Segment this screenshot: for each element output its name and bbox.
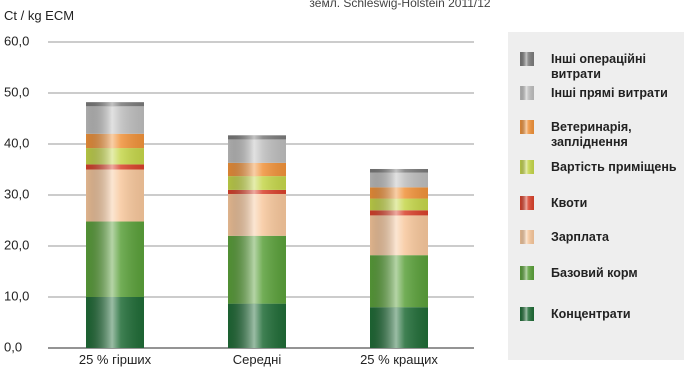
bar-segment-shine xyxy=(228,189,286,194)
category-label: Середні xyxy=(233,352,282,367)
legend-label: Ветеринарія, xyxy=(551,120,632,134)
y-tick-label: 10,0 xyxy=(4,288,29,303)
legend-label: Концентрати xyxy=(551,307,631,321)
chart-subtitle: земл. Schleswig-Holstein 2011/12 xyxy=(309,0,490,10)
bar-segment-shine xyxy=(370,255,428,308)
bar-segment-shine xyxy=(228,176,286,190)
y-tick-label: 50,0 xyxy=(4,84,29,99)
y-tick-labels: 0,0 10,0 20,0 30,0 40,0 50,0 60,0 xyxy=(4,33,29,354)
category-label: 25 % гірших xyxy=(79,352,152,367)
bar-segment-shine xyxy=(370,168,428,173)
bar-segment-shine xyxy=(370,210,428,216)
bar-segment-shine xyxy=(370,172,428,188)
bar-segment-shine xyxy=(86,297,144,348)
legend-swatch-shine xyxy=(520,120,534,134)
bar-segment-shine xyxy=(86,221,144,297)
bar-segment-shine xyxy=(86,148,144,165)
bar-segment-shine xyxy=(370,187,428,199)
bar-segment-shine xyxy=(228,235,286,304)
legend-swatch-shine xyxy=(520,160,534,174)
legend-panel xyxy=(508,32,684,360)
bar-segment-shine xyxy=(86,164,144,170)
bar-segment-shine xyxy=(86,169,144,222)
bar-segment-shine xyxy=(228,139,286,163)
y-tick-label: 0,0 xyxy=(4,339,22,354)
legend-swatch-shine xyxy=(520,196,534,210)
bar-segment-shine xyxy=(228,303,286,348)
legend-label: Інші операційні xyxy=(551,52,646,66)
legend-swatch-shine xyxy=(520,266,534,280)
bar-segment-shine xyxy=(370,198,428,211)
legend-label: Квоти xyxy=(551,196,587,210)
bar-segment-shine xyxy=(86,133,144,149)
bar-segment-shine xyxy=(370,215,428,256)
category-label: 25 % кращих xyxy=(360,352,438,367)
y-axis-label: Ct / kg ECM xyxy=(4,8,74,23)
bar-segment-shine xyxy=(86,106,144,134)
bar-segment-shine xyxy=(228,193,286,236)
legend-label: Вартість приміщень xyxy=(551,160,677,174)
category-labels: 25 % гірших Середні 25 % кращих xyxy=(79,352,439,367)
legend-swatch-shine xyxy=(520,86,534,100)
bar-segment-shine xyxy=(370,307,428,348)
legend-label: Інші прямі витрати xyxy=(551,86,668,100)
bars xyxy=(86,102,428,348)
y-tick-label: 40,0 xyxy=(4,135,29,150)
legend-swatch-shine xyxy=(520,307,534,321)
legend-label: запліднення xyxy=(551,135,628,149)
y-tick-label: 60,0 xyxy=(4,33,29,48)
y-tick-label: 30,0 xyxy=(4,186,29,201)
bar-segment-shine xyxy=(86,102,144,107)
bar-segment-shine xyxy=(228,135,286,140)
legend-swatch-shine xyxy=(520,230,534,244)
legend-label: Зарплата xyxy=(551,230,610,244)
legend-label: витрати xyxy=(551,67,601,81)
legend-label: Базовий корм xyxy=(551,266,638,280)
bar-segment-shine xyxy=(228,162,286,177)
legend-swatch-shine xyxy=(520,52,534,66)
y-tick-label: 20,0 xyxy=(4,237,29,252)
